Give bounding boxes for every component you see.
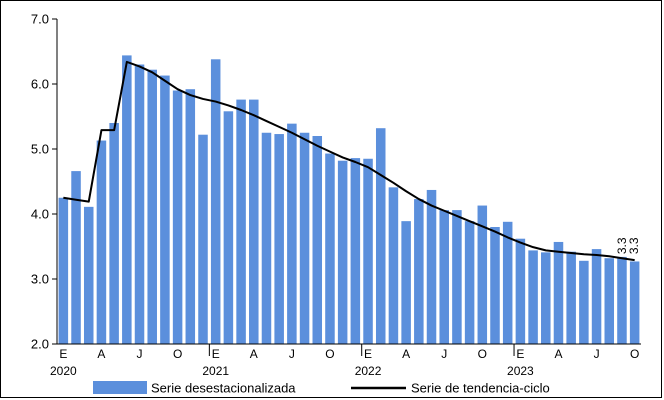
- year-label: 2021: [202, 364, 229, 378]
- bar: [160, 75, 170, 345]
- bar: [414, 199, 424, 344]
- bar: [185, 89, 196, 344]
- bar: [337, 160, 348, 344]
- bar: [71, 171, 81, 344]
- bar: [325, 153, 335, 344]
- tick-labels: 2.0 3.0 4.0 5.0 6.0 7.0 E A J O E A J O E A J O E A J O 2020 20…: [31, 12, 639, 379]
- bar: [553, 241, 564, 344]
- bar: [464, 221, 475, 344]
- bar: [477, 205, 488, 344]
- axes: [52, 18, 641, 356]
- bar: [198, 134, 208, 344]
- year-label: 2020: [50, 364, 77, 378]
- bar: [122, 55, 132, 345]
- x-tick-label: O: [478, 347, 487, 361]
- data-labels: 3.33.3: [615, 237, 641, 254]
- legend: Serie desestacionalizada Serie de tendenc…: [93, 381, 550, 396]
- bar-series: [58, 55, 640, 345]
- bar: [502, 221, 513, 344]
- bar: [617, 256, 627, 344]
- bar: [528, 250, 538, 344]
- x-tick-label: O: [325, 347, 334, 361]
- x-tick-label: E: [364, 347, 372, 361]
- bar: [147, 69, 157, 344]
- bar: [83, 206, 94, 344]
- bar: [591, 249, 602, 344]
- bar: [274, 134, 284, 344]
- x-tick-label: E: [516, 347, 524, 361]
- y-tick-label: 6.0: [31, 77, 49, 92]
- bar: [439, 210, 449, 344]
- trend-series: [63, 60, 635, 262]
- bar: [515, 238, 526, 344]
- x-tick-label: O: [173, 347, 182, 361]
- bar: [96, 140, 107, 344]
- bar: [312, 136, 323, 344]
- bar: [541, 252, 551, 344]
- bar: [287, 123, 297, 345]
- bar: [579, 260, 589, 344]
- legend-label: Serie de tendencia-ciclo: [411, 381, 550, 396]
- year-label: 2023: [507, 364, 534, 378]
- bar: [350, 158, 361, 344]
- x-tick-label: E: [212, 347, 220, 361]
- bar: [401, 221, 411, 344]
- bar: [236, 99, 246, 344]
- x-tick-label: J: [289, 347, 295, 361]
- year-label: 2022: [355, 364, 382, 378]
- legend-label: Serie desestacionalizada: [151, 381, 296, 396]
- y-tick-label: 4.0: [31, 207, 49, 222]
- bar: [490, 227, 500, 344]
- bar: [223, 111, 234, 344]
- bar: [375, 128, 386, 344]
- bar: [426, 189, 437, 344]
- data-label: 3.3: [615, 237, 629, 254]
- x-tick-label: A: [250, 347, 258, 361]
- y-tick-label: 3.0: [31, 272, 49, 287]
- x-tick-label: A: [402, 347, 410, 361]
- bar: [249, 99, 259, 344]
- legend-swatch-bar: [93, 381, 147, 394]
- bar: [172, 90, 183, 344]
- bar: [261, 132, 272, 344]
- x-tick-label: J: [594, 347, 600, 361]
- x-tick-label: J: [137, 347, 143, 361]
- bar: [452, 210, 462, 344]
- y-tick-label: 2.0: [31, 337, 49, 352]
- x-tick-label: O: [630, 347, 639, 361]
- x-tick-label: A: [554, 347, 562, 361]
- y-tick-label: 5.0: [31, 142, 49, 157]
- y-tick-label: 7.0: [31, 12, 49, 27]
- bar: [566, 251, 576, 344]
- bar: [210, 59, 221, 345]
- x-tick-label: A: [97, 347, 105, 361]
- x-tick-label: J: [441, 347, 447, 361]
- data-label: 3.3: [627, 237, 641, 254]
- bar: [629, 261, 640, 344]
- bar: [299, 132, 310, 344]
- bar: [363, 158, 373, 344]
- bar: [109, 123, 119, 344]
- bar: [134, 64, 145, 344]
- bar: [388, 187, 399, 344]
- trend-line: [63, 60, 635, 262]
- bar: [58, 197, 69, 344]
- x-tick-label: E: [59, 347, 67, 361]
- bar: [604, 258, 615, 344]
